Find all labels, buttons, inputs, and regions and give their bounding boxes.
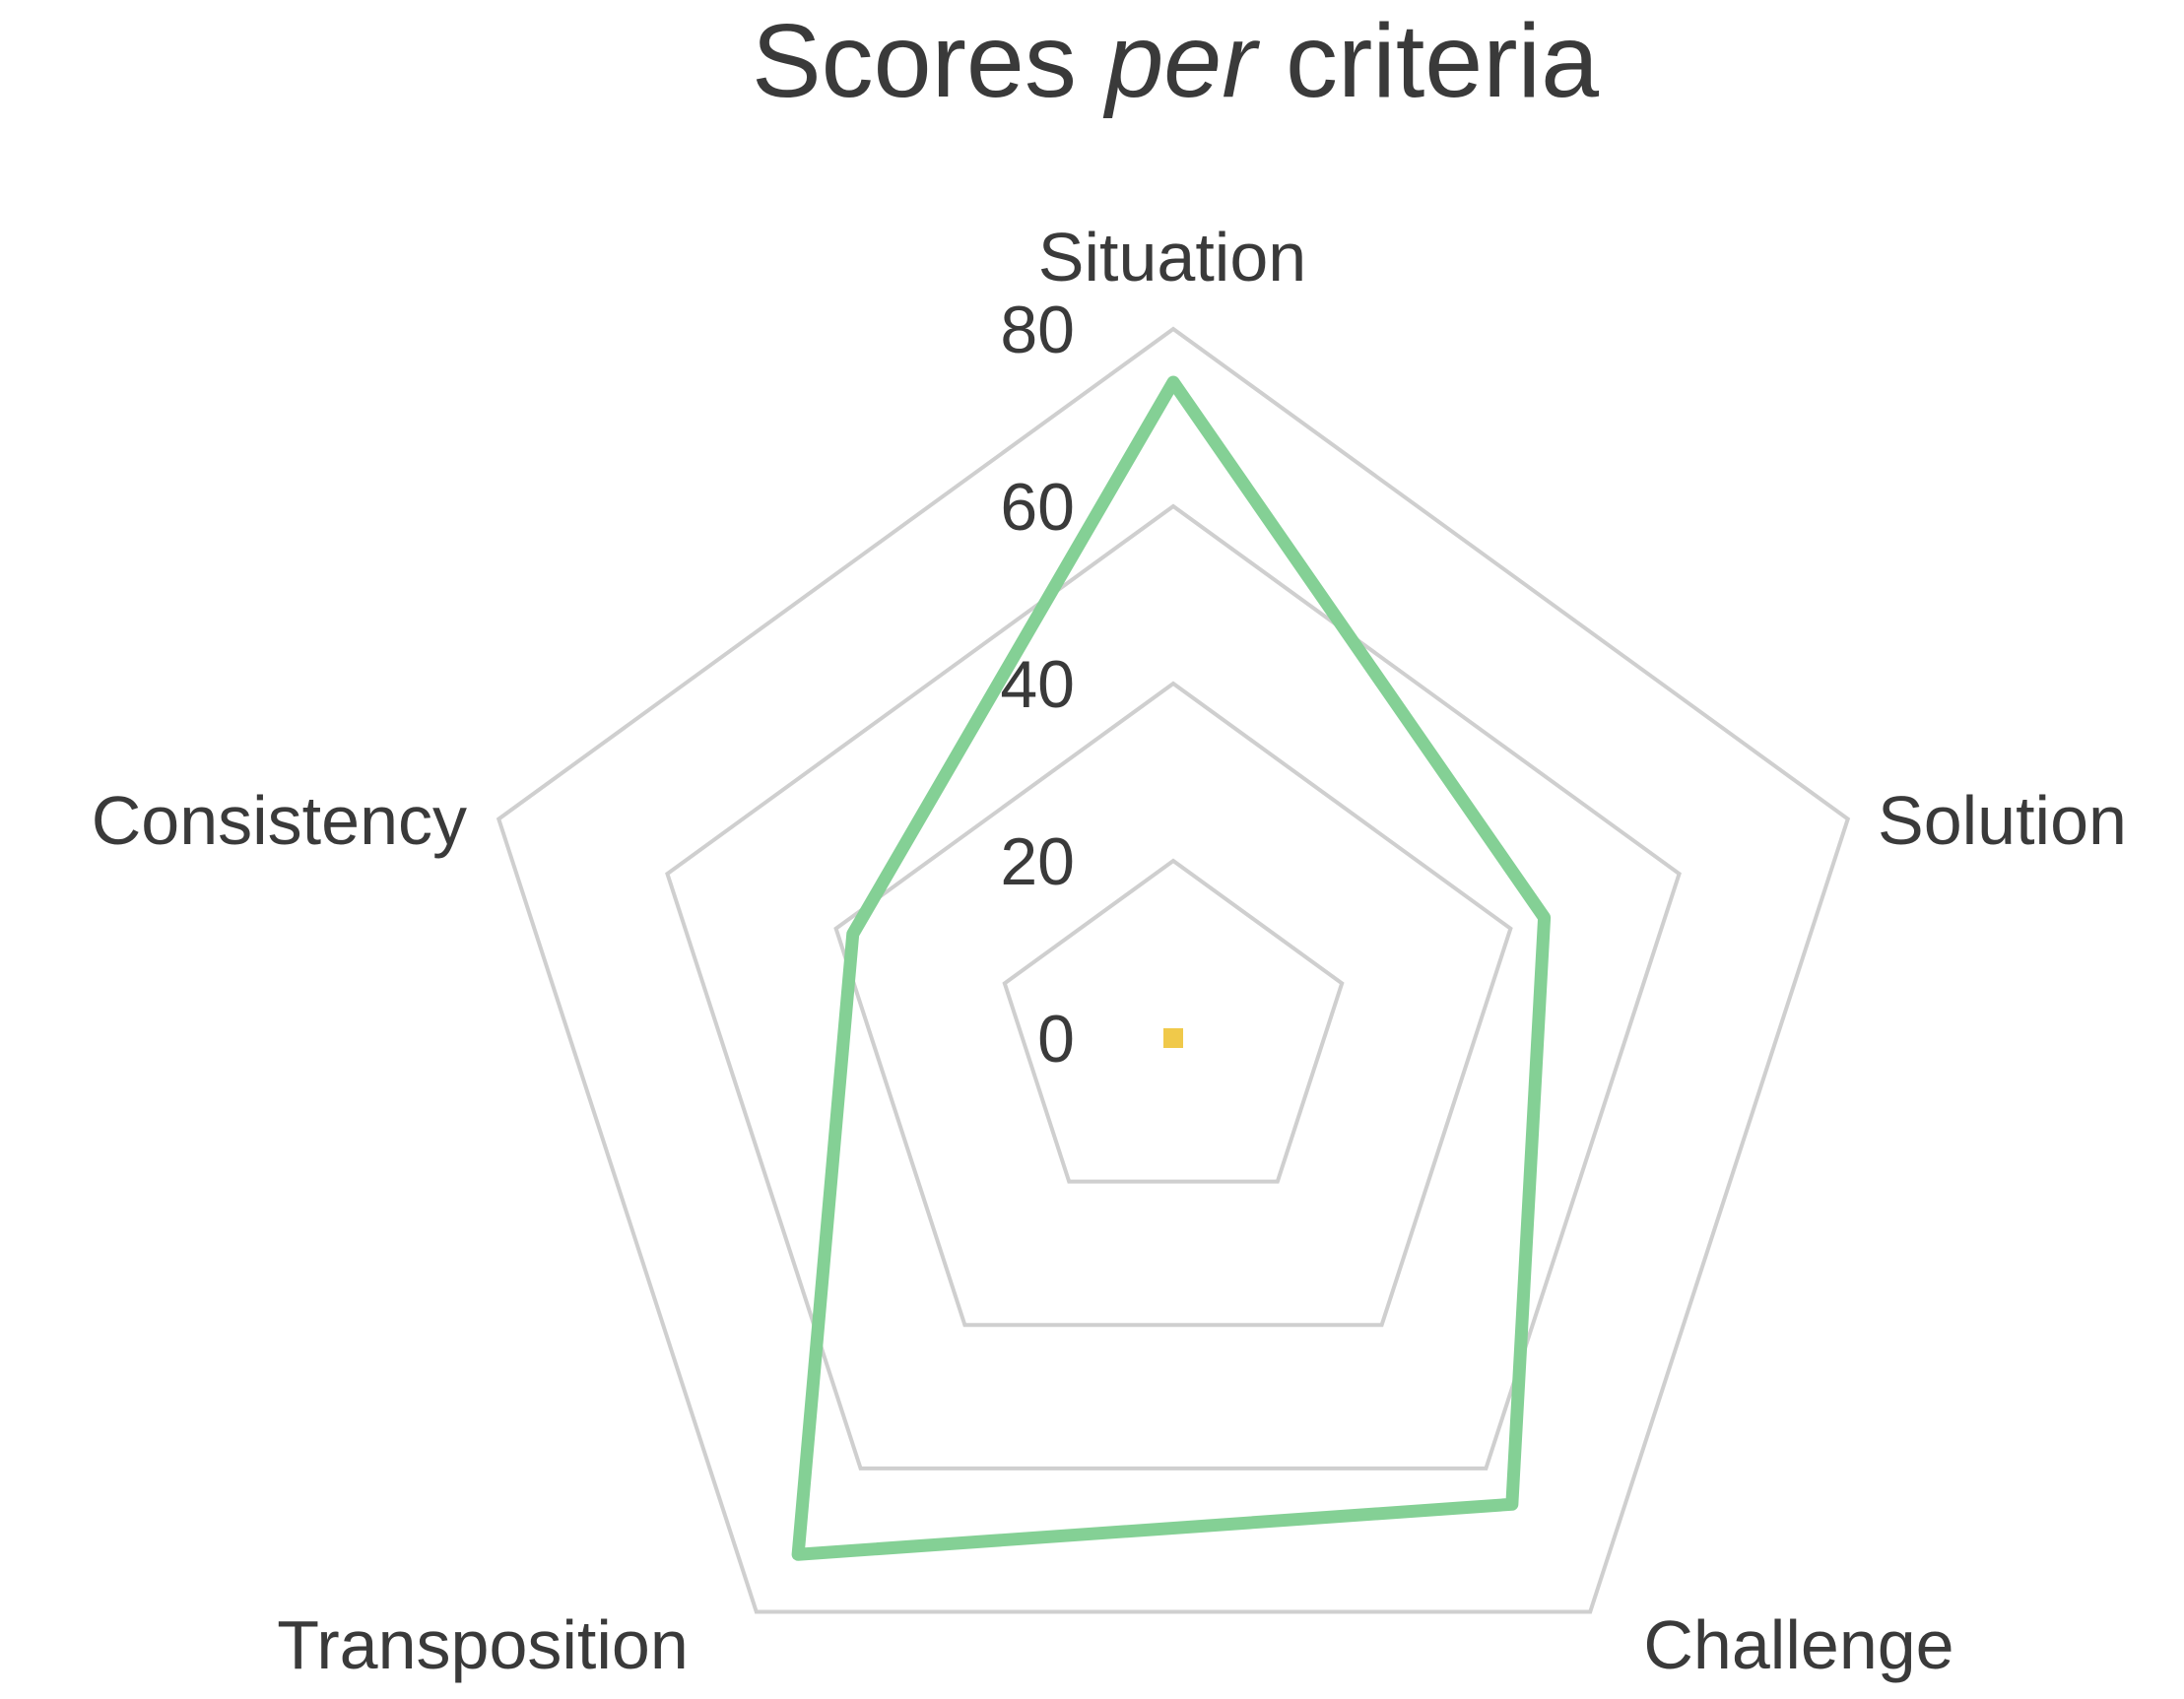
radar-axis-label: Solution [1878,782,2127,859]
chart-title: Scores per criteria [752,3,1599,119]
chart-title-part: Scores [752,3,1105,119]
radar-tick-label: 80 [1000,293,1075,367]
radar-series-layer [798,382,1545,1554]
chart-title-part: per [1102,3,1260,119]
radar-series-marker [1163,1028,1183,1048]
radar-axis-label: Transposition [277,1606,689,1683]
radar-tick-label: 60 [1000,470,1075,545]
radar-series-line [798,382,1545,1554]
chart-title-part: criteria [1257,3,1600,119]
radar-tick-label: 20 [1000,824,1075,899]
radar-grid-ring [498,329,1848,1611]
radar-tick-label: 40 [1000,647,1075,722]
radar-tick-label: 0 [1037,1002,1075,1077]
radar-axis-label: Consistency [92,782,467,859]
radar-axis-label: Challenge [1643,1606,1953,1683]
radar-grid [498,329,1848,1611]
radar-axis-label: Situation [1038,219,1306,295]
radar-axis-labels: Situation Solution Challenge Transposition C… [92,219,2127,1683]
